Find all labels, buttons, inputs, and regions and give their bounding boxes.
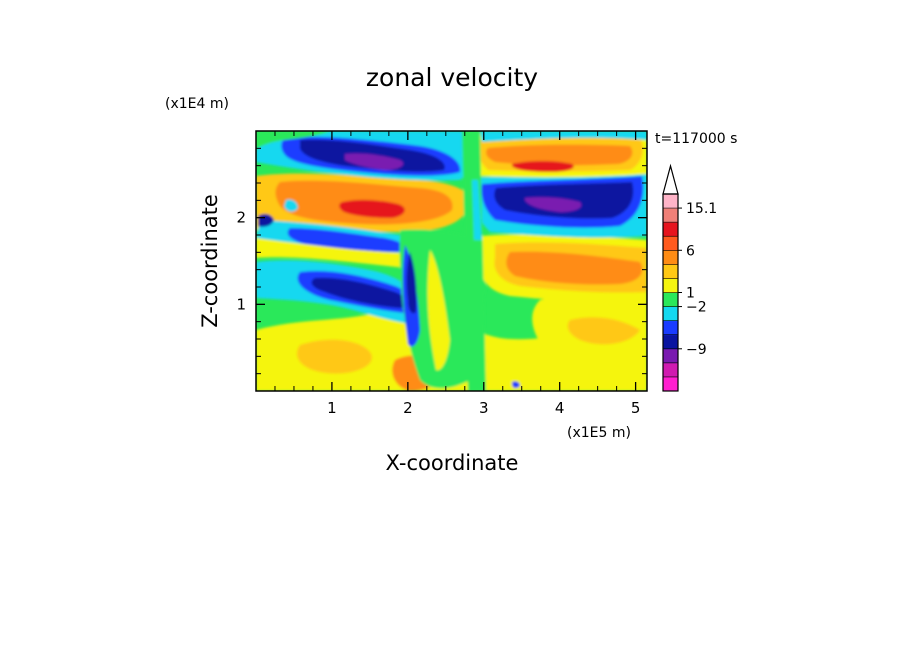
right-bottom-gold — [567, 317, 640, 345]
z-tick-label: 2 — [236, 209, 246, 227]
z-axis-label: Z-coordinate — [198, 194, 222, 328]
colorbar-max-extension — [662, 163, 679, 195]
colorbar-swatch — [663, 208, 678, 223]
left-red-core — [339, 199, 405, 218]
plot-frame — [255, 130, 648, 392]
right-lower-orange — [506, 251, 643, 285]
x-axis-label: X-coordinate — [386, 451, 519, 475]
center-divider-cyan — [472, 180, 482, 240]
center-divider-green — [462, 131, 486, 391]
z-tick-label: 1 — [236, 295, 246, 313]
chart-title: zonal velocity — [366, 63, 538, 92]
left-blue-band-mid — [287, 228, 405, 252]
colorbar — [662, 163, 682, 392]
colorbar-swatch — [663, 348, 678, 364]
colorbar-swatch — [663, 194, 678, 209]
colorbar-label: 1 — [686, 286, 695, 302]
left-edge-cyan-spot — [284, 199, 298, 212]
right-top-red — [512, 161, 574, 172]
lower-navy-core — [311, 277, 408, 308]
colorbar-swatch — [663, 264, 678, 279]
colorbar-label: 6 — [686, 243, 695, 259]
x-tick-label: 4 — [555, 399, 565, 417]
x-tick-label: 1 — [327, 399, 337, 417]
colorbar-swatch — [663, 320, 678, 336]
bottom-gold-patch — [296, 339, 372, 374]
colorbar-label: −9 — [686, 342, 707, 358]
colorbar-swatch — [663, 334, 678, 350]
right-mid-purple — [525, 197, 582, 212]
x-tick-label: 2 — [403, 399, 413, 417]
colorbar-swatch — [663, 306, 678, 322]
central-yellow-streak — [427, 250, 450, 371]
colorbar-label: −2 — [686, 300, 707, 316]
bottom-right-blue-dots — [512, 381, 520, 389]
colorbar-swatch — [663, 236, 678, 251]
colorbar-label: 15.1 — [686, 201, 717, 217]
colorbar-swatch — [663, 250, 678, 265]
colorbar-swatch — [663, 376, 678, 392]
x-tick-label: 3 — [479, 399, 489, 417]
x-tick-label: 5 — [631, 399, 641, 417]
top-left-purple — [345, 153, 404, 170]
axis-ticks — [256, 131, 647, 391]
z-axis-multiplier: (x1E4 m) — [165, 96, 229, 112]
time-label: t=117000 s — [655, 131, 737, 147]
colorbar-swatch — [663, 222, 678, 237]
x-axis-multiplier: (x1E5 m) — [567, 425, 631, 441]
colorbar-labels: 15.1 6 1−2 −9 — [686, 201, 717, 358]
colorbar-swatch — [663, 292, 678, 307]
right-top-orange — [486, 144, 633, 166]
velocity-field — [256, 131, 647, 391]
central-navy-streak — [406, 252, 417, 314]
colorbar-swatch — [663, 278, 678, 293]
axis-tick-labels: 1 2 3 4 5 1 2 — [236, 209, 640, 417]
colorbar-swatch — [663, 362, 678, 378]
